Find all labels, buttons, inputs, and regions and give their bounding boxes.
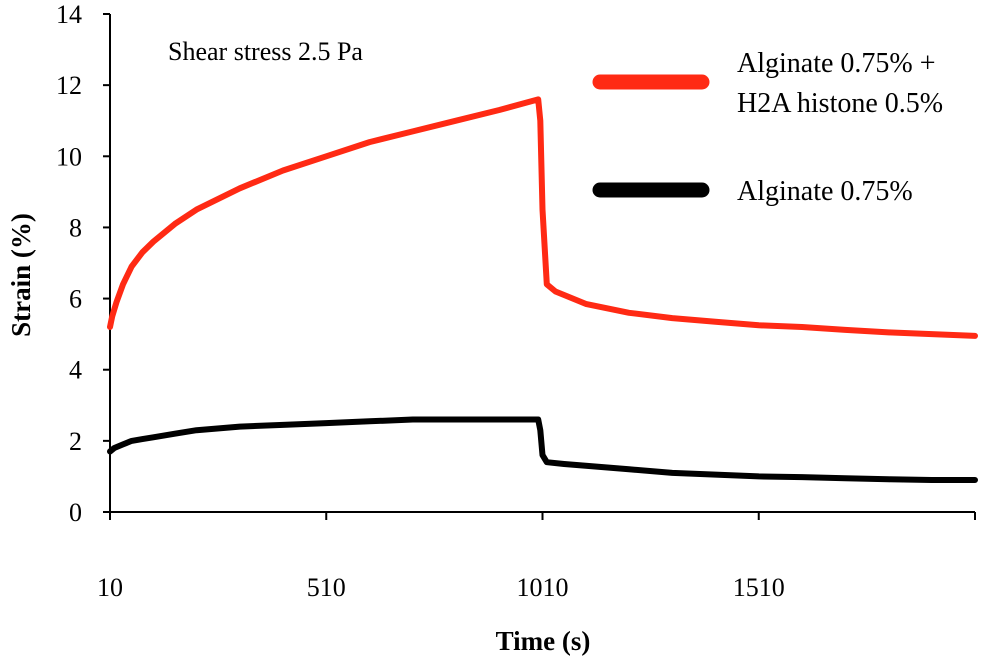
y-tick-label: 8: [69, 213, 82, 242]
y-tick-label: 0: [69, 498, 82, 527]
y-axis-title: Strain (%): [6, 213, 36, 337]
y-tick-label: 4: [69, 356, 82, 385]
x-axis-title: Time (s): [496, 626, 591, 656]
series-line-alginate-h2a: [107, 96, 978, 339]
legend-label-red-line2: H2A histone 0.5%: [737, 88, 943, 119]
annotation-text: Shear stress 2.5 Pa: [168, 37, 363, 66]
y-tick-label: 6: [69, 285, 82, 314]
y-tick-label: 14: [56, 0, 82, 29]
x-tick-label: 1010: [517, 573, 569, 602]
axes: 0 2 4 6 8 10 12 14 10 510 1010 1510: [56, 0, 976, 602]
y-tick-label: 10: [56, 142, 82, 171]
legend-label-red-line1: Alginate 0.75% +: [737, 48, 936, 79]
y-tick-label: 12: [56, 71, 82, 100]
x-tick-label: 510: [307, 573, 346, 602]
series-line-alginate: [107, 416, 978, 483]
y-tick-label: 2: [69, 427, 82, 456]
series-layer: [107, 96, 978, 483]
x-tick-label: 10: [97, 573, 123, 602]
legend-label-black: Alginate 0.75%: [737, 176, 913, 207]
x-tick-label: 1510: [733, 573, 785, 602]
legend: Alginate 0.75% + H2A histone 0.5% Algina…: [592, 48, 943, 207]
